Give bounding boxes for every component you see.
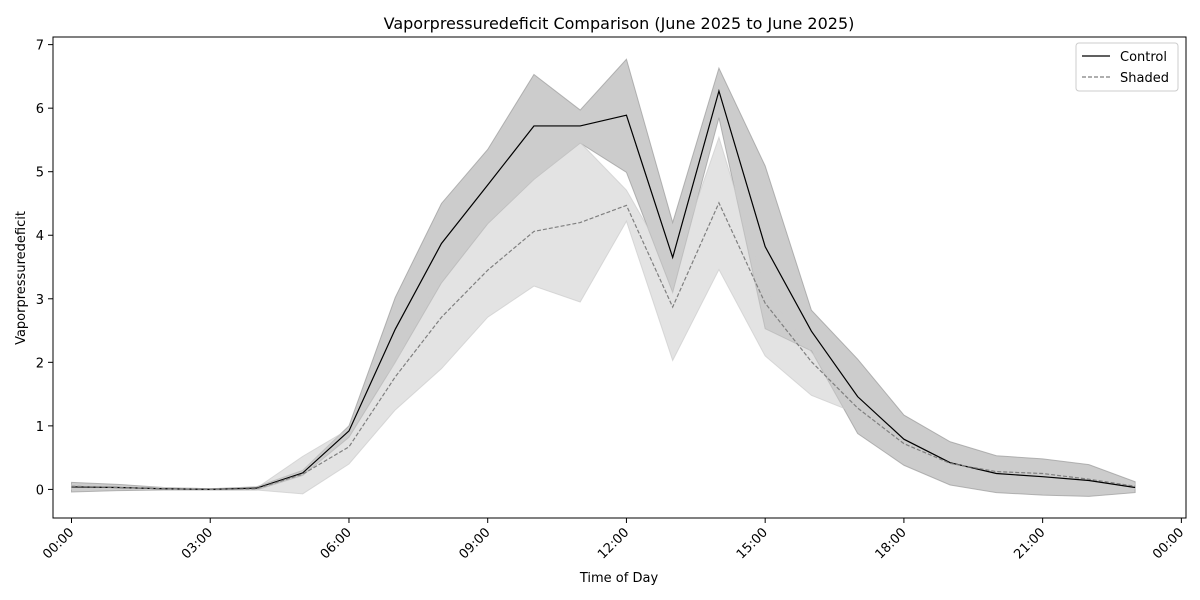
y-tick-label: 3 [36,293,44,308]
legend-box [1075,42,1179,92]
x-axis-label: Time of Day [579,571,659,586]
legend-label-control: Control [1120,50,1167,65]
y-tick-label: 5 [36,166,44,181]
y-tick-label: 2 [36,356,44,371]
plot-area [71,58,1136,497]
y-tick-label: 0 [36,483,44,498]
line-shaded [71,201,1136,491]
legend-label-shaded: Shaded [1120,71,1169,86]
chart-title: Vaporpressuredeficit Comparison (June 20… [384,14,855,33]
y-axis-label: Vaporpressuredeficit [14,211,29,345]
y-tick-label: 7 [36,39,44,54]
plot-frame [52,36,1187,519]
y-tick-label: 1 [36,420,44,435]
y-tick-label: 4 [36,229,44,244]
band-shaded [71,135,1136,495]
y-axis: 0 1 2 3 4 5 6 7 [36,39,53,498]
legend: Control Shaded [1075,42,1179,92]
y-tick-label: 6 [36,102,44,117]
